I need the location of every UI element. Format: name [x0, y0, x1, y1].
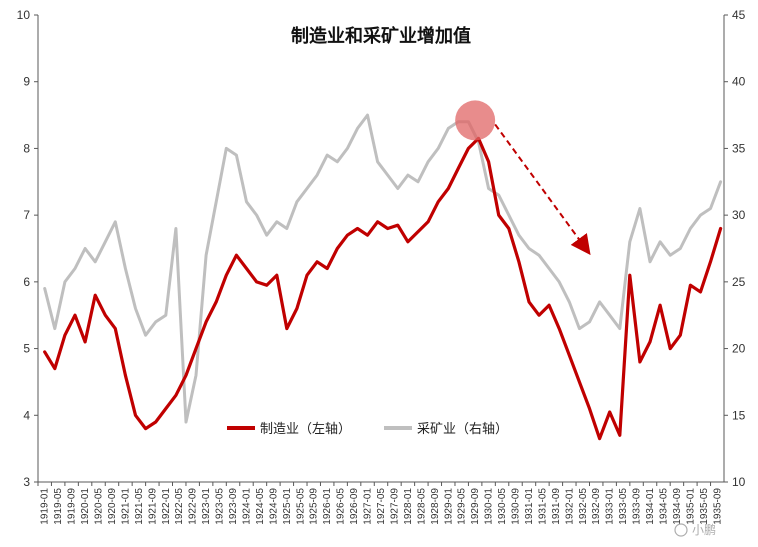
decline-arrow [494, 123, 591, 256]
right-tick-label: 40 [732, 75, 746, 89]
x-tick-label: 1926-05 [336, 488, 347, 525]
x-tick-label: 1924-05 [255, 488, 266, 525]
chart-title: 制造业和采矿业增加值 [291, 25, 471, 47]
left-axis-ticks: 3 4 5 6 7 8 9 10 [17, 8, 38, 489]
peak-highlight-marker [455, 100, 496, 141]
right-tick-label: 25 [732, 275, 746, 289]
x-tick-label: 1933-05 [618, 488, 629, 525]
x-tick-label: 1921-05 [134, 488, 145, 525]
x-tick-label: 1926-09 [349, 488, 360, 525]
x-tick-label: 1921-09 [147, 488, 158, 525]
watermark: 小鹏 [674, 523, 716, 537]
x-tick-label: 1928-01 [403, 488, 414, 525]
series-layer [43, 113, 723, 441]
left-tick-label: 4 [23, 408, 30, 422]
x-tick-label: 1927-09 [389, 488, 400, 525]
watermark-text: 小鹏 [692, 523, 716, 537]
x-tick-label: 1935-05 [699, 488, 710, 525]
x-tick-label: 1934-05 [658, 488, 669, 525]
x-tick-label: 1929-05 [457, 488, 468, 525]
x-tick-label: 1934-09 [672, 488, 683, 525]
x-tick-label: 1930-01 [484, 488, 495, 525]
annotation-layer [455, 100, 591, 256]
x-tick-label: 1927-01 [363, 488, 374, 525]
left-tick-label: 5 [23, 342, 30, 356]
left-tick-label: 9 [23, 75, 30, 89]
x-tick-label: 1932-05 [578, 488, 589, 525]
x-tick-label: 1924-01 [241, 488, 252, 525]
legend: 制造业（左轴） 采矿业（右轴） [227, 422, 508, 437]
x-tick-label: 1927-05 [376, 488, 387, 525]
legend-label-mining: 采矿业（右轴） [417, 422, 508, 437]
x-tick-label: 1920-01 [80, 488, 91, 525]
right-tick-label: 20 [732, 342, 746, 356]
right-tick-label: 35 [732, 141, 746, 155]
x-tick-label: 1921-01 [120, 488, 131, 525]
axes [37, 15, 725, 483]
legend-label-manufacturing: 制造业（左轴） [260, 422, 351, 437]
x-tick-label: 1922-01 [161, 488, 172, 525]
x-tick-label: 1933-09 [632, 488, 643, 525]
left-tick-label: 10 [17, 8, 31, 22]
x-tick-label: 1923-05 [215, 488, 226, 525]
watermark-icon [674, 523, 688, 537]
x-tick-label: 1931-01 [524, 488, 535, 525]
left-tick-label: 8 [23, 141, 30, 155]
right-tick-label: 15 [732, 408, 746, 422]
left-tick-label: 6 [23, 275, 30, 289]
right-tick-label: 30 [732, 208, 746, 222]
x-tick-label: 1925-05 [295, 488, 306, 525]
x-tick-label: 1930-05 [497, 488, 508, 525]
left-tick-label: 3 [23, 475, 30, 489]
x-tick-label: 1933-01 [605, 488, 616, 525]
manufacturing-series-line [43, 136, 723, 441]
mining-series-line [43, 113, 723, 424]
x-tick-label: 1929-01 [443, 488, 454, 525]
x-tick-label: 1919-09 [67, 488, 78, 525]
right-tick-label: 10 [732, 475, 746, 489]
x-tick-label: 1922-05 [174, 488, 185, 525]
x-tick-label: 1931-05 [537, 488, 548, 525]
x-tick-label: 1930-09 [511, 488, 522, 525]
x-axis-ticks: 1919-01 1919-05 1919-09 1920-01 1920-05 1920-… [37, 482, 723, 525]
x-tick-label: 1925-01 [282, 488, 293, 525]
right-axis-ticks: 10 15 20 25 30 35 40 45 [724, 8, 746, 489]
x-tick-label: 1919-01 [40, 488, 51, 525]
x-tick-label: 1920-05 [94, 488, 105, 525]
x-tick-label: 1923-09 [228, 488, 239, 525]
x-tick-label: 1929-09 [470, 488, 481, 525]
x-tick-label: 1923-01 [201, 488, 212, 525]
x-tick-label: 1920-09 [107, 488, 118, 525]
x-tick-label: 1924-09 [268, 488, 279, 525]
x-tick-label: 1935-09 [712, 488, 723, 525]
right-tick-label: 45 [732, 8, 746, 22]
left-tick-label: 7 [23, 208, 30, 222]
x-tick-label: 1928-09 [430, 488, 441, 525]
x-tick-label: 1932-01 [564, 488, 575, 525]
x-tick-label: 1935-01 [685, 488, 696, 525]
x-tick-label: 1934-01 [645, 488, 656, 525]
x-tick-label: 1925-09 [309, 488, 320, 525]
x-tick-label: 1922-09 [188, 488, 199, 525]
x-tick-label: 1931-09 [551, 488, 562, 525]
x-tick-label: 1928-05 [416, 488, 427, 525]
x-tick-label: 1932-09 [591, 488, 602, 525]
x-tick-label: 1926-01 [322, 488, 333, 525]
x-tick-label: 1919-05 [53, 488, 64, 525]
